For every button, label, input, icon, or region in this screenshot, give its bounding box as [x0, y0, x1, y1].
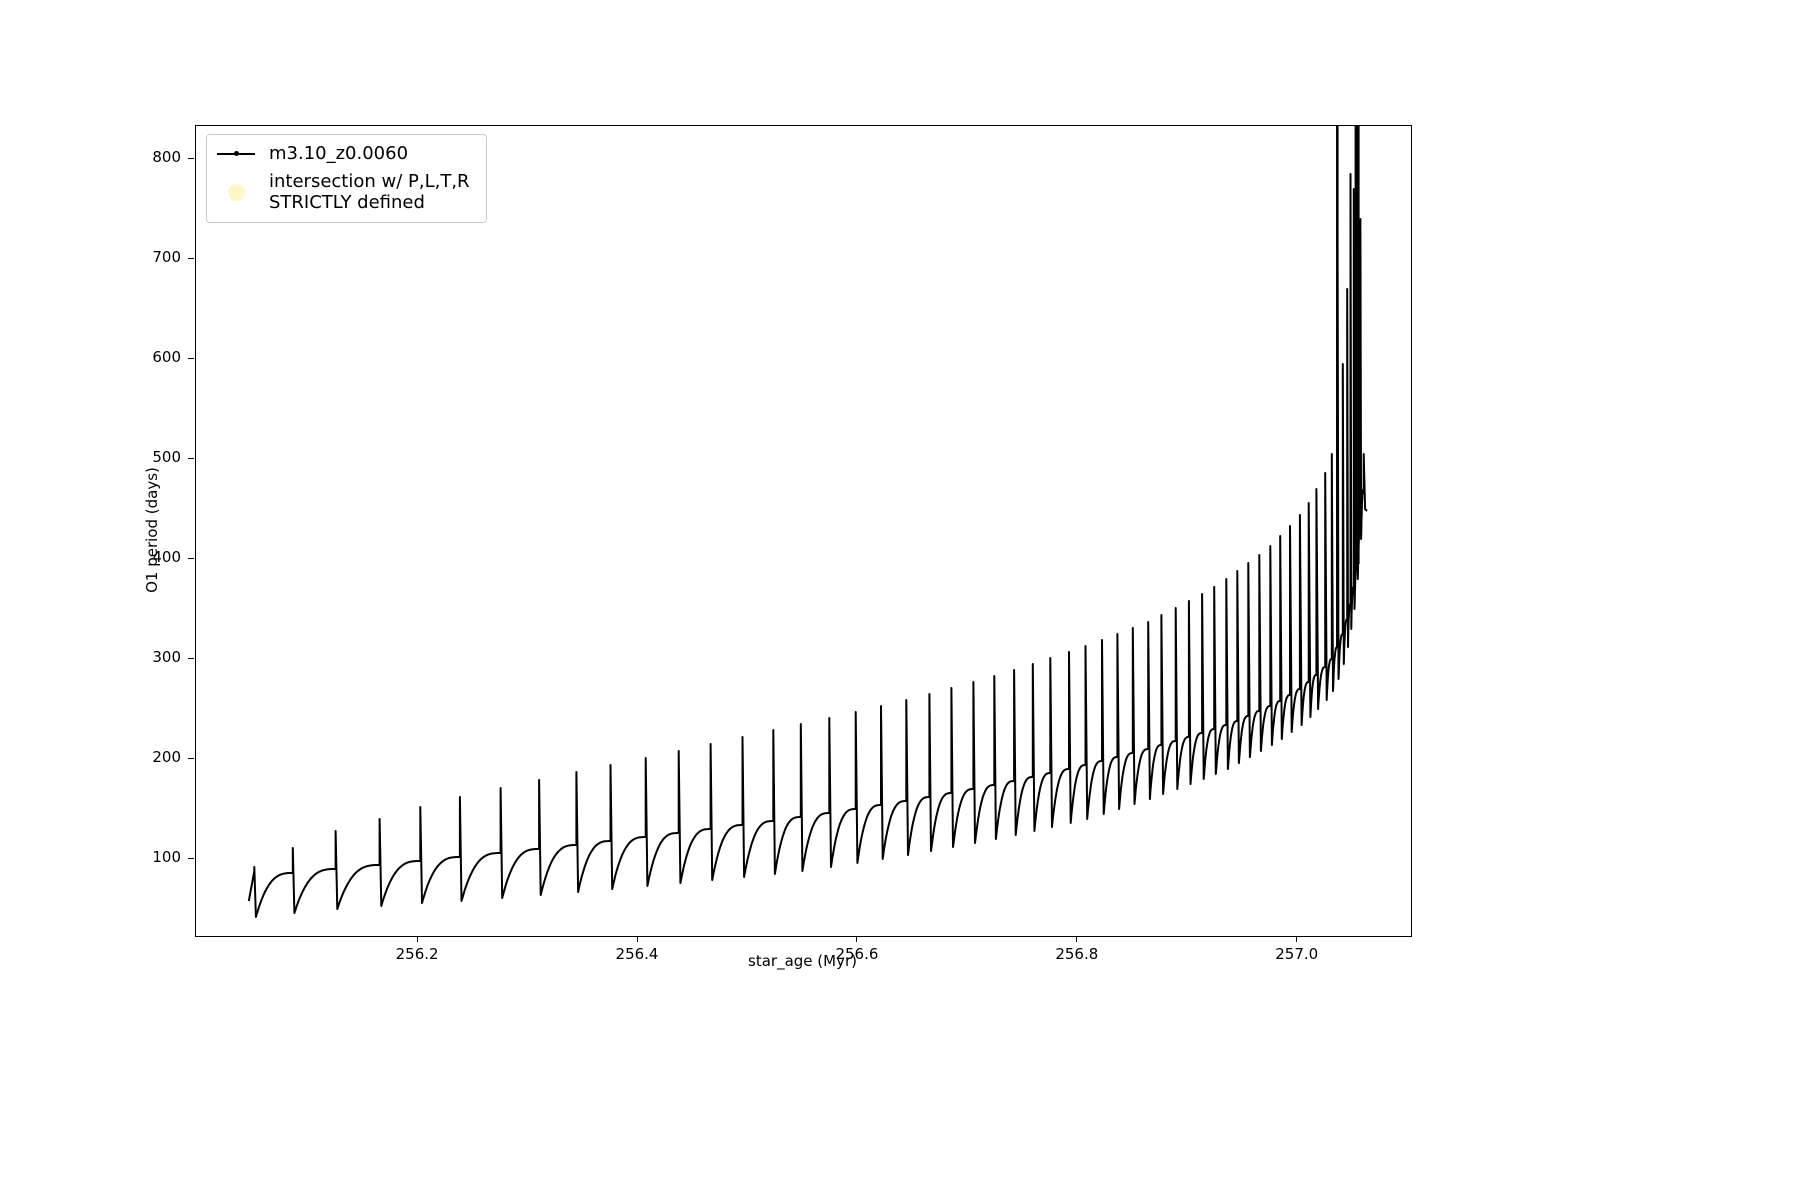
legend: m3.10_z0.0060 intersection w/ P,L,T,R ST… — [206, 134, 487, 223]
x-axis-label: star_age (Myr) — [748, 952, 857, 970]
y-tick-mark — [188, 357, 194, 359]
y-tick-label: 200 — [152, 748, 181, 766]
plot-area: m3.10_z0.0060 intersection w/ P,L,T,R ST… — [195, 125, 1412, 937]
y-tick-label: 100 — [152, 848, 181, 866]
data-series-svg — [247, 126, 1368, 918]
legend-entry-intersection: intersection w/ P,L,T,R STRICTLY defined — [217, 171, 470, 213]
y-tick-label: 800 — [152, 148, 181, 166]
y-tick-label: 500 — [152, 448, 181, 466]
legend-intersection-line1: intersection w/ P,L,T,R — [269, 171, 470, 193]
y-tick-label: 700 — [152, 248, 181, 266]
legend-entry-series-label: m3.10_z0.0060 — [269, 143, 409, 164]
y-tick-label: 300 — [152, 648, 181, 666]
y-tick-mark — [188, 757, 194, 759]
y-tick-mark — [188, 657, 194, 659]
y-tick-mark — [188, 257, 194, 259]
line-with-dot-icon — [217, 151, 255, 157]
y-tick-mark — [188, 157, 194, 159]
y-tick-label: 600 — [152, 348, 181, 366]
y-tick-mark — [188, 557, 194, 559]
y-axis-label: O1 period (days) — [143, 467, 161, 593]
series-path-m3.10_z0.0060 — [247, 126, 1368, 918]
circle-marker-icon — [227, 183, 245, 201]
legend-line-marker-box — [217, 151, 255, 157]
y-tick-mark — [188, 457, 194, 459]
y-tick-mark — [188, 857, 194, 859]
legend-entry-intersection-label: intersection w/ P,L,T,R STRICTLY defined — [269, 171, 470, 213]
legend-intersection-line2: STRICTLY defined — [269, 192, 425, 214]
legend-circle-marker-box — [217, 183, 255, 201]
legend-entry-series: m3.10_z0.0060 — [217, 143, 470, 164]
